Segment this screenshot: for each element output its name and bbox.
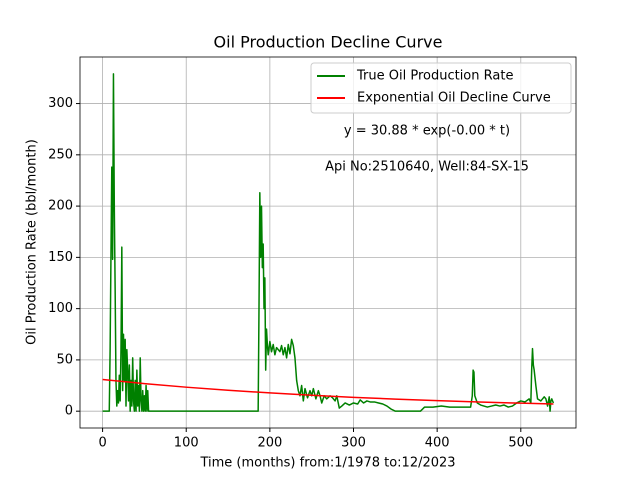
legend-box [310,62,572,114]
x-tick-label: 300 [341,436,366,451]
legend-label: Exponential Oil Decline Curve [357,91,551,106]
legend-label: True Oil Production Rate [356,69,513,84]
x-tick-label: 500 [508,436,533,451]
y-tick-label: 100 [48,301,73,316]
y-tick-label: 50 [56,352,73,367]
y-tick-label: 200 [48,199,73,214]
x-tick-label: 0 [98,436,106,451]
y-tick-label: 250 [48,147,73,162]
x-axis-label: Time (months) from:1/1978 to:12/2023 [199,456,455,471]
y-tick-label: 0 [65,404,73,419]
annotation: y = 30.88 * exp(-0.00 * t) [344,124,510,139]
x-tick-label: 400 [425,436,450,451]
chart-title: Oil Production Decline Curve [214,33,443,52]
x-tick-label: 200 [257,436,282,451]
series-line [102,378,554,405]
y-axis-label: Oil Production Rate (bbl/month) [25,139,40,345]
annotation: Api No:2510640, Well:84-SX-15 [325,160,529,175]
y-tick-label: 300 [48,96,73,111]
y-tick-label: 150 [48,250,73,265]
plot-frame [79,56,577,429]
x-tick-label: 100 [174,436,199,451]
series-line [102,73,555,412]
